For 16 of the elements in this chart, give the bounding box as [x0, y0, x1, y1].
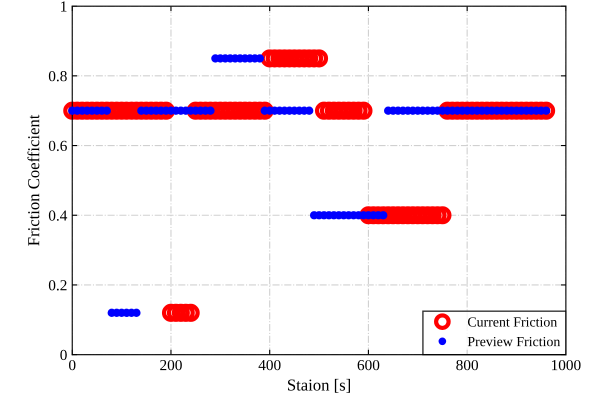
- x-axis-title: Staion [s]: [288, 378, 350, 393]
- y-tick-label: 0.2: [48, 280, 67, 290]
- x-tick-label: 1000: [552, 360, 581, 370]
- y-tick-label: 0.6: [48, 140, 67, 152]
- x-tick-label: 0: [69, 360, 76, 370]
- y-tick-label: 0.8: [48, 70, 67, 82]
- x-tick-label: 800: [456, 360, 478, 370]
- y-tick-label: 1: [61, 1, 66, 12]
- x-tick-label: 200: [160, 360, 182, 370]
- y-tick-label: 0: [60, 350, 67, 360]
- legend-label: Preview Friction: [468, 336, 560, 346]
- legend-label: Current Friction: [468, 317, 558, 327]
- x-tick-label: 600: [358, 360, 380, 370]
- y-tick-label: 0.4: [48, 210, 68, 221]
- x-tick-label: 400: [258, 360, 281, 370]
- y-axis-title: Friction Coefficient: [27, 114, 40, 246]
